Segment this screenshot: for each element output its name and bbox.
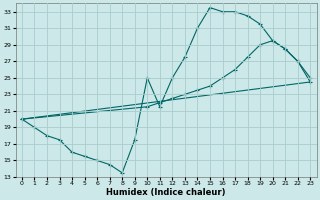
X-axis label: Humidex (Indice chaleur): Humidex (Indice chaleur) bbox=[106, 188, 226, 197]
